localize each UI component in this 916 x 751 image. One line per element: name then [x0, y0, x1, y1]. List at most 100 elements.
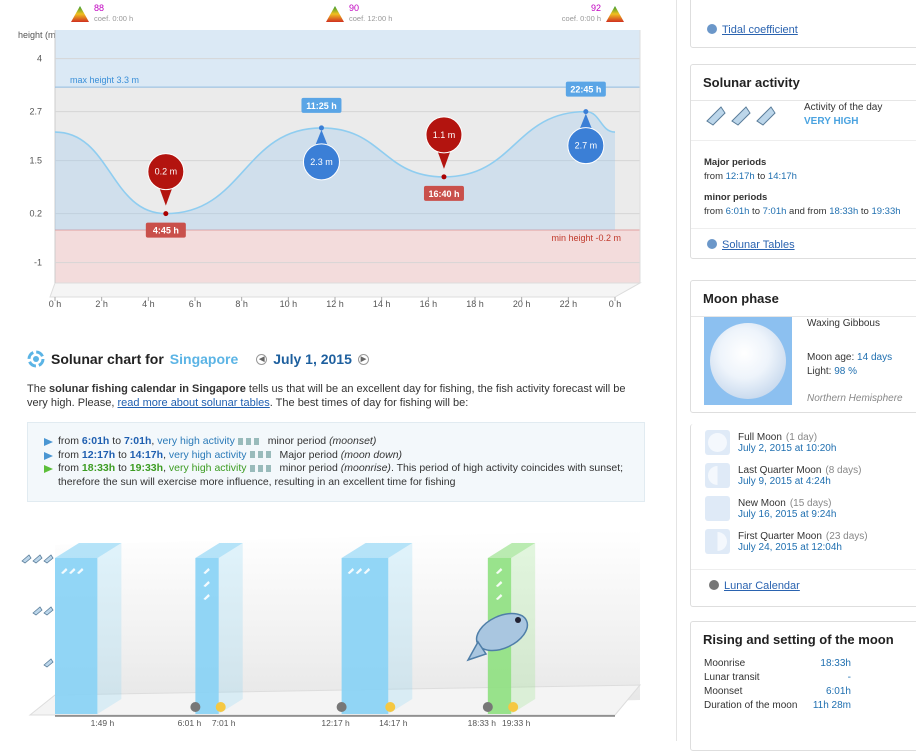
coefficient-value: 90: [349, 3, 359, 13]
phase-date: July 24, 2015 at 12:04h: [738, 541, 842, 553]
text-segment: (moon down): [340, 448, 403, 461]
intro: The solunar fishing calendar in Singapor…: [27, 382, 645, 410]
value: 14 days: [857, 352, 893, 363]
phase-disc: [708, 532, 727, 551]
article-date: July 1, 2015: [273, 351, 352, 367]
fish-tail: [466, 640, 488, 662]
bar-icon: [77, 568, 84, 574]
phase-line: First Quarter Moon (23 days): [738, 531, 868, 542]
tidal-link[interactable]: Tidal coefficient: [722, 24, 798, 36]
fish-icons: [237, 437, 262, 445]
text-segment: 7:01h: [762, 206, 787, 217]
text-segment: The: [27, 383, 50, 395]
rising-label: Moonrise: [704, 658, 746, 669]
bar-icon: [495, 594, 503, 600]
x-tick-label: 22 h: [560, 299, 578, 309]
text-segment: to: [749, 206, 763, 217]
moon-phase-row: New Moon (15 days) July 16, 2015 at 9:24h: [691, 492, 916, 525]
label: Light:: [807, 366, 835, 377]
tide-height-label: 1.1 m: [433, 130, 456, 140]
x-tick-label: 2 h: [95, 299, 108, 309]
fish-tick-icon: [43, 554, 54, 564]
article: Solunar chart for Singapore ◀ July 1, 20…: [27, 350, 645, 502]
phase-line: New Moon (15 days): [738, 498, 836, 509]
high-tide-pin: [302, 143, 340, 181]
text-segment: tells us that will be an excellent day f…: [27, 383, 626, 409]
solunar-link[interactable]: Solunar Tables: [722, 239, 795, 251]
tide-time-label: 16:40 h: [428, 189, 459, 199]
tide-point: [441, 174, 447, 180]
text-segment: (moonrise): [340, 462, 391, 474]
lunar-link[interactable]: Lunar Calendar: [724, 580, 800, 592]
bar-top: [487, 543, 536, 558]
moon-phases-panel: Full Moon (1 day) July 2, 2015 at 10:20h La…: [690, 424, 916, 607]
phase-disc: [708, 499, 727, 518]
tide-chart: height (m) -1 0.2 1.5 2.7 4 0 h 2 h 4 h 6 h 8 h 10…: [18, 3, 642, 309]
coefficient-value: 88: [94, 3, 104, 13]
text-segment: 18:33h: [81, 462, 116, 474]
fish-icons: [249, 451, 274, 459]
y-tick-label: 0.2: [29, 209, 42, 219]
time-box: [145, 222, 186, 238]
sun-icon: [215, 702, 226, 712]
fish-tick-icon: [32, 606, 43, 616]
tide-point: [318, 125, 324, 131]
coefficient-label: coef. 0:00 h: [562, 14, 601, 23]
text-segment: to: [115, 462, 130, 474]
phase-days: (15 days): [789, 497, 832, 509]
bar-icon: [203, 594, 210, 600]
bar-top: [341, 543, 413, 558]
periods-box: from 6:01h to 7:01h, very high activity …: [27, 422, 645, 502]
low-tide-pin: [147, 153, 185, 191]
moon-panel: Moon phase Waxing Gibbous Moon age: 14 d…: [690, 280, 916, 413]
phase-name: Last Quarter Moon: [738, 464, 822, 476]
bar-top: [55, 543, 122, 558]
period-end-label: 1:49 h: [91, 718, 115, 728]
phase-thumb: [705, 430, 730, 455]
x-tick-label: 12 h: [326, 299, 344, 309]
text-segment: from: [58, 448, 82, 461]
solunar-chart: 1:49 h 6:01 h 7:01 h 12:17 h 14:17 h 18:33 h 1…: [21, 530, 642, 728]
max-label: max height 3.3 m: [70, 75, 139, 85]
panel-title: Rising and setting of the moon: [703, 632, 894, 647]
y-axis-label: height (m): [18, 30, 59, 40]
x-tick-label: 20 h: [513, 299, 531, 309]
bar: [195, 558, 219, 714]
panel-title: Moon phase: [691, 281, 916, 317]
minor-periods: from 6:01h to 7:01h and from 18:33h to 1…: [704, 206, 901, 217]
moon-icon: [336, 702, 347, 712]
text-segment: ,: [163, 462, 169, 474]
moon-icon: [190, 702, 201, 712]
rising-row: Moonset 6:01h: [704, 685, 851, 699]
period-end-label: 7:01 h: [212, 718, 236, 728]
article-title: Solunar chart for: [51, 351, 164, 367]
text-segment: from: [704, 206, 726, 217]
bar-icon: [61, 568, 68, 574]
text-segment: . This period of high activity coincides…: [58, 462, 624, 488]
text-segment: very high activity: [168, 462, 247, 474]
sun-icon: [508, 702, 519, 712]
tide-height-label: 2.7 m: [575, 141, 598, 151]
x-tick-label: 0 h: [609, 299, 622, 309]
bar: [55, 558, 98, 714]
bar-side: [218, 543, 243, 714]
rising-value: 18:33h: [820, 658, 851, 669]
tide-height-label: 0.2 m: [155, 167, 178, 177]
rising-label: Moonset: [704, 686, 743, 697]
solunar-panel: Solunar activity Activity of the day VER…: [690, 64, 916, 259]
text-segment: from: [58, 462, 82, 474]
phase-text: Full Moon (1 day) July 2, 2015 at 10:20h: [738, 432, 836, 454]
major-periods: from 12:17h to 14:17h: [704, 171, 797, 182]
tide-time-label: 11:25 h: [306, 101, 337, 111]
next-day[interactable]: ▶: [357, 353, 369, 365]
tide-point: [583, 109, 589, 115]
fish-icons: [249, 464, 274, 472]
tide-time-label: 4:45 h: [153, 226, 179, 236]
coefficient-value: 92: [591, 3, 601, 13]
x-tick-label: 18 h: [466, 299, 484, 309]
prev-day[interactable]: ◀: [256, 353, 268, 365]
moon-phase-row: Last Quarter Moon (8 days) July 9, 2015 at…: [691, 459, 916, 492]
min-zone: [55, 229, 640, 283]
text-segment: ,: [151, 435, 158, 447]
bar-top: [195, 543, 243, 558]
